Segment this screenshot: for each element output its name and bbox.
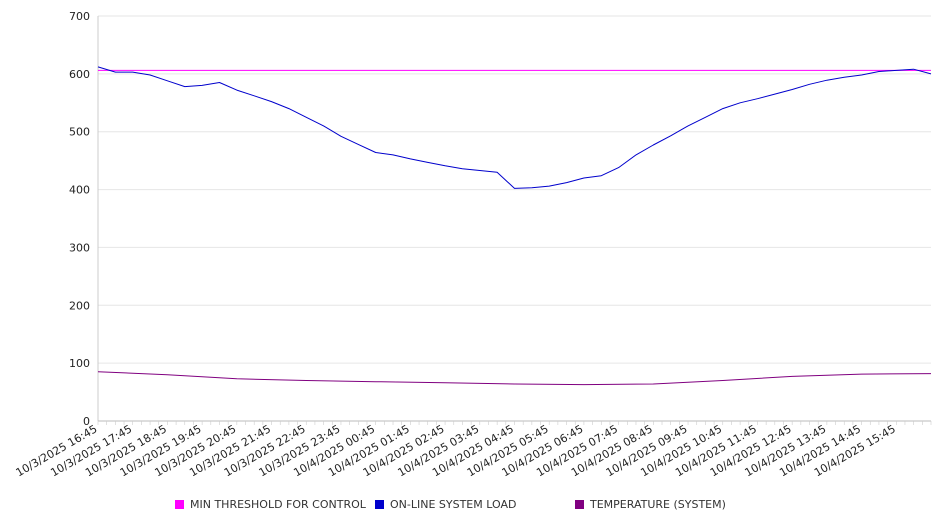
y-tick-label-100: 100 xyxy=(69,357,90,370)
series-line-temperature xyxy=(97,371,932,386)
y-tick-label-400: 400 xyxy=(69,184,90,197)
legend-label-min-threshold: MIN THRESHOLD FOR CONTROL xyxy=(190,498,366,511)
series-line-online-load xyxy=(97,66,932,189)
legend-item-min-threshold[interactable]: MIN THRESHOLD FOR CONTROL xyxy=(175,498,366,511)
legend-label-temperature: TEMPERATURE (SYSTEM) xyxy=(590,498,726,511)
y-tick-label-0: 0 xyxy=(83,415,90,428)
y-tick-label-700: 700 xyxy=(69,10,90,23)
y-tick-label-200: 200 xyxy=(69,299,90,312)
legend-swatch-online-load xyxy=(375,500,384,509)
y-tick-label-500: 500 xyxy=(69,126,90,139)
legend-item-temperature[interactable]: TEMPERATURE (SYSTEM) xyxy=(575,498,726,511)
legend-label-online-load: ON-LINE SYSTEM LOAD xyxy=(390,498,517,511)
series-lines xyxy=(97,66,932,386)
y-tick-labels: 0 100 200 300 400 500 600 700 xyxy=(69,10,90,428)
legend-swatch-min-threshold xyxy=(175,500,184,509)
axes xyxy=(97,16,932,425)
y-tick-label-600: 600 xyxy=(69,68,90,81)
legend-swatch-temperature xyxy=(575,500,584,509)
legend-item-online-load[interactable]: ON-LINE SYSTEM LOAD xyxy=(375,498,516,511)
y-tick-label-300: 300 xyxy=(69,241,90,254)
gridlines xyxy=(98,15,931,364)
legend: MIN THRESHOLD FOR CONTROL ON-LINE SYSTEM… xyxy=(0,498,946,514)
